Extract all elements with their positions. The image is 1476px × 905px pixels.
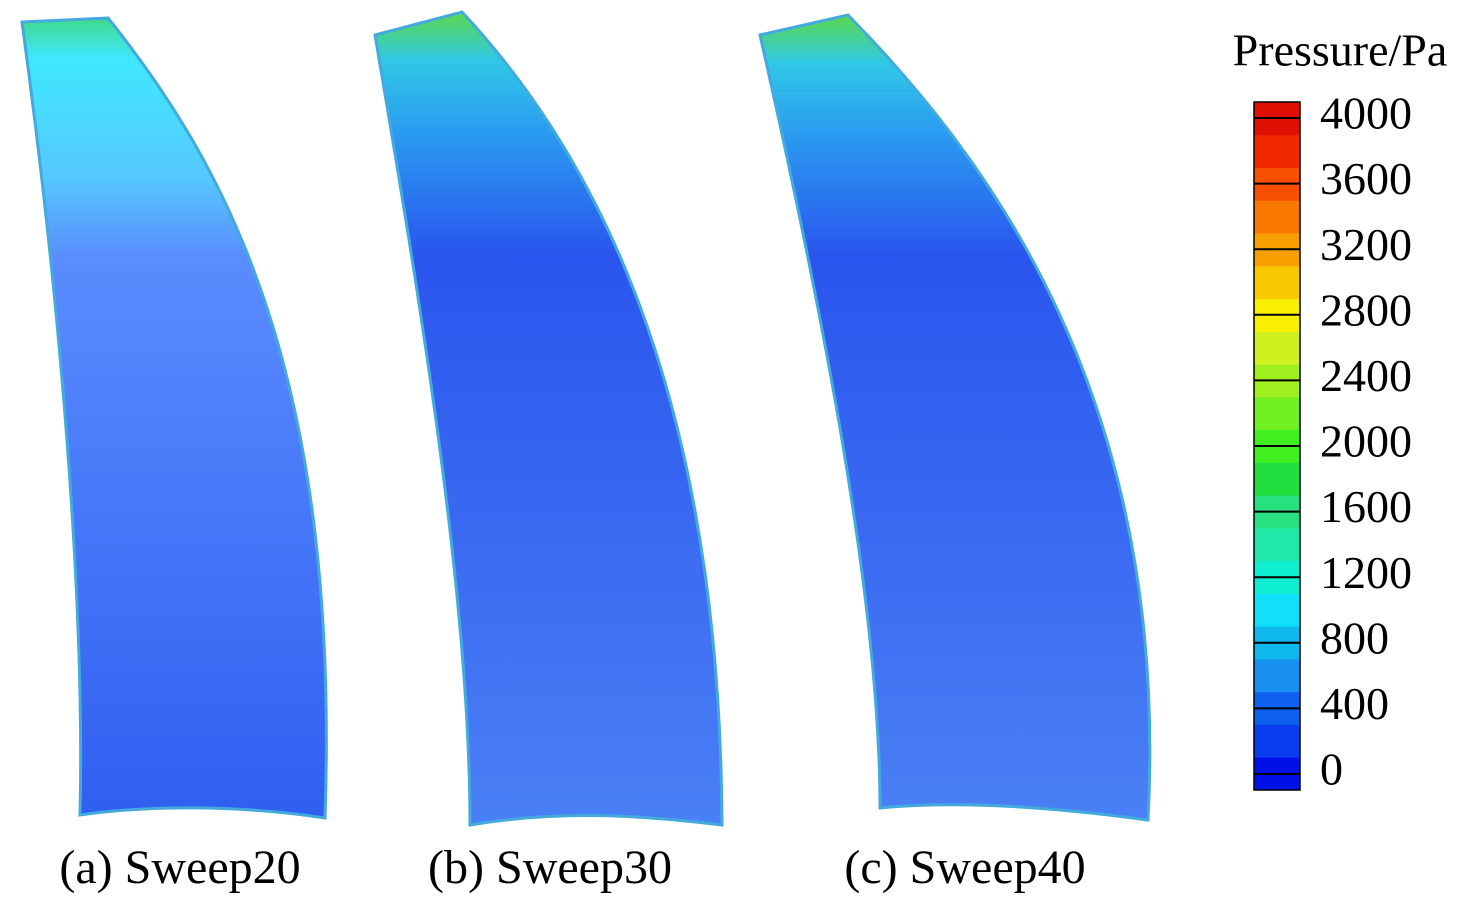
colorbar-band — [1254, 200, 1300, 234]
colorbar-title: Pressure/Pa — [1233, 25, 1448, 76]
colorbar-band — [1254, 331, 1300, 365]
colorbar-tick-label: 2400 — [1320, 350, 1412, 401]
colorbar-tick-label: 1200 — [1320, 547, 1412, 598]
colorbar-tick-label: 0 — [1320, 744, 1343, 795]
colorbar-tick-label: 3200 — [1320, 219, 1412, 270]
colorbar-tick-label: 3600 — [1320, 153, 1412, 204]
colorbar-tick-label: 2000 — [1320, 416, 1412, 467]
colorbar-band — [1254, 593, 1300, 627]
colorbar-tick-label: 800 — [1320, 612, 1389, 663]
colorbar-tick-label: 2800 — [1320, 284, 1412, 335]
panel-label: (b) Sweep30 — [428, 841, 672, 894]
blade — [758, 13, 1152, 822]
colorbar-band — [1254, 658, 1300, 693]
colorbar-band — [1254, 396, 1300, 431]
colorbar-band — [1254, 527, 1300, 562]
blades — [20, 10, 1152, 827]
colorbar-band — [1254, 462, 1300, 496]
colorbar-tick-label: 4000 — [1320, 88, 1412, 139]
colorbar-band — [1254, 724, 1300, 758]
panel-label: (a) Sweep20 — [59, 841, 300, 894]
colorbar-tick-label: 400 — [1320, 678, 1389, 729]
colorbar-band — [1254, 265, 1300, 300]
colorbar-tick-label: 1600 — [1320, 481, 1412, 532]
blade — [373, 10, 724, 827]
blade — [20, 16, 328, 820]
panel-label: (c) Sweep40 — [844, 841, 1085, 894]
colorbar-band — [1254, 134, 1300, 169]
